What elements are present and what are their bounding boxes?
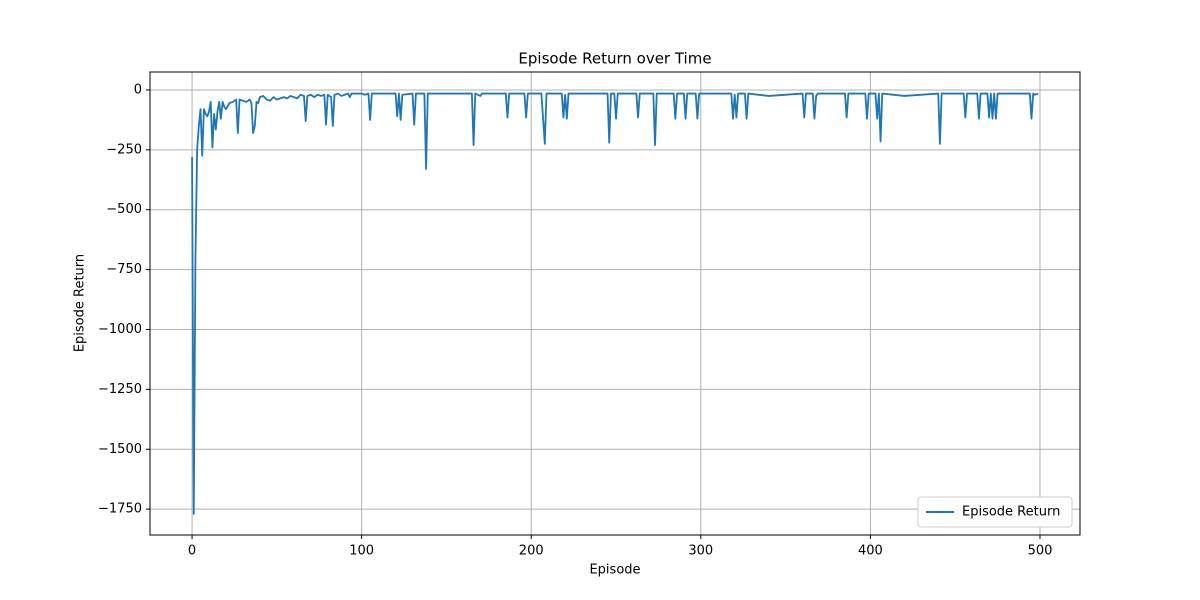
x-tick-label: 500 xyxy=(1028,544,1053,559)
x-tick-label: 200 xyxy=(519,544,544,559)
data-line xyxy=(191,92,1039,515)
legend-box xyxy=(917,496,1073,528)
legend-label: Episode Return xyxy=(962,505,1060,520)
chart-title: Episode Return over Time xyxy=(518,50,711,68)
y-tick-label: −1500 xyxy=(98,442,142,457)
y-tick-label: −750 xyxy=(106,262,142,277)
y-axis-label: Episode Return xyxy=(73,254,88,352)
x-tick-label: 300 xyxy=(688,544,713,559)
y-tick-label: −250 xyxy=(106,142,142,157)
x-tick-label: 0 xyxy=(188,544,196,559)
y-tick-label: −1250 xyxy=(98,382,142,397)
x-tick-label: 100 xyxy=(349,544,374,559)
y-tick-label: −1000 xyxy=(98,322,142,337)
x-tick-label: 400 xyxy=(858,544,883,559)
x-axis-label: Episode xyxy=(589,563,640,578)
y-tick-label: −1750 xyxy=(98,502,142,517)
y-tick-label: 0 xyxy=(134,82,142,97)
plot-frame xyxy=(149,71,1081,536)
y-tick-label: −500 xyxy=(106,202,142,217)
